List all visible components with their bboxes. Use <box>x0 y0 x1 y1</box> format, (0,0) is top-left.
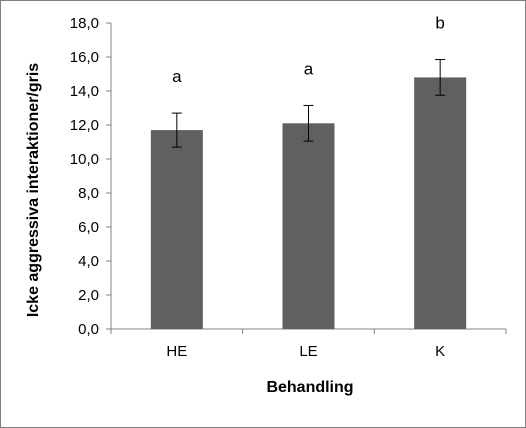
y-tick-label: 16,0 <box>70 49 99 66</box>
significance-label: a <box>304 59 314 78</box>
y-tick-label: 14,0 <box>70 83 99 100</box>
bars <box>150 77 467 330</box>
bar-he <box>150 130 203 329</box>
error-bars <box>171 59 446 148</box>
x-tick-labels: HE LE K <box>166 343 445 360</box>
y-tick-labels: 0,0 2,0 4,0 6,0 8,0 10,0 12,0 14,0 16,0 18,0 <box>70 15 99 338</box>
y-tick-label: 6,0 <box>78 219 99 236</box>
significance-label: a <box>172 67 182 86</box>
bar-le <box>282 123 335 329</box>
y-tick-label: 12,0 <box>70 117 99 134</box>
significance-label: b <box>435 14 444 33</box>
y-tick-label: 10,0 <box>70 151 99 168</box>
significance-labels: a a b <box>172 14 445 87</box>
bar-k <box>414 77 467 330</box>
y-tick-label: 18,0 <box>70 15 99 32</box>
x-tick-label-k: K <box>435 343 445 360</box>
y-axis-title: Icke aggressiva interaktioner/gris <box>25 63 42 317</box>
x-tick-label-he: HE <box>166 343 187 360</box>
y-tick-label: 4,0 <box>78 253 99 270</box>
y-tick-label: 0,0 <box>78 321 99 338</box>
y-tick-label: 2,0 <box>78 287 99 304</box>
x-tick-label-le: LE <box>299 343 317 360</box>
y-tick-label: 8,0 <box>78 185 99 202</box>
x-axis-title: Behandling <box>266 379 353 396</box>
